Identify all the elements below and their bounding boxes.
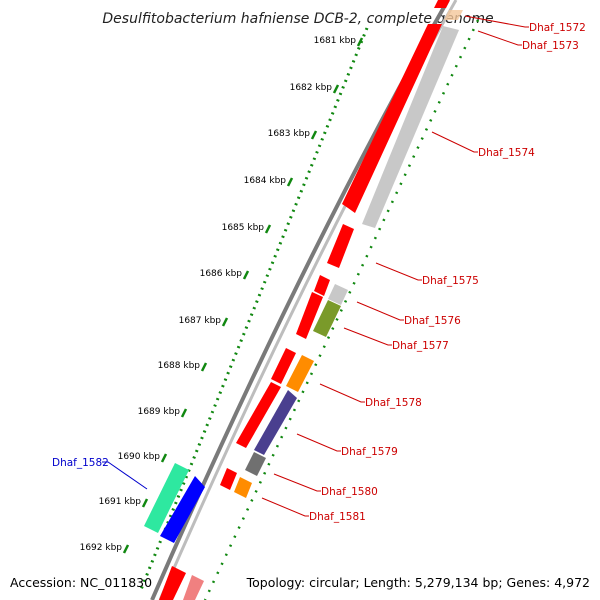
kbp-tick-label: 1681 kbp [314, 36, 357, 46]
kbp-tick-mark [221, 317, 229, 327]
gene-leader-line [356, 301, 404, 321]
gene-leader-line [102, 461, 148, 490]
gene-leader-line [296, 433, 341, 452]
accession-text: Accession: NC_011830 [10, 575, 152, 590]
kbp-tick-label: 1689 kbp [138, 407, 181, 417]
gene-arrow-1579a[interactable] [236, 382, 281, 448]
gene-arrow-1583a[interactable] [159, 566, 186, 600]
gene-arrow-1583[interactable] [183, 575, 204, 600]
gene-label-dhaf-1581[interactable]: Dhaf_1581 [309, 511, 366, 523]
kbp-tick-mark [141, 498, 149, 508]
gene-leader-line [261, 497, 309, 517]
gene-labels: Dhaf_1572 Dhaf_1573 Dhaf_1574 Dhaf_1575 Dhaf… [52, 15, 586, 523]
gene-label-dhaf-1573[interactable]: Dhaf_1573 [522, 40, 579, 52]
gene-leader-line [343, 327, 392, 346]
gene-arrow-1577[interactable] [313, 300, 341, 337]
kbp-tick-mark [310, 130, 318, 140]
gene-label-dhaf-1579[interactable]: Dhaf_1579 [341, 446, 398, 458]
kbp-tick-mark [356, 37, 364, 47]
gene-leader-line [464, 15, 529, 28]
gene-leader-line [319, 383, 365, 403]
kbp-ticks: 1681 kbp 1682 kbp 1683 kbp 1684 kbp 1685 kbp… [80, 36, 364, 554]
kbp-tick-label: 1687 kbp [179, 316, 222, 326]
kbp-tick-label: 1688 kbp [158, 361, 201, 371]
kbp-tick-label: 1691 kbp [99, 497, 142, 507]
kbp-tick-mark [160, 453, 168, 463]
gene-leader-line [273, 473, 321, 492]
gene-label-dhaf-1572[interactable]: Dhaf_1572 [529, 22, 586, 34]
gene-label-dhaf-1582[interactable]: Dhaf_1582 [52, 457, 109, 469]
gene-label-dhaf-1576[interactable]: Dhaf_1576 [404, 315, 461, 327]
gene-arrow-1582a[interactable] [144, 463, 189, 533]
gene-arrow-1576a[interactable] [314, 275, 330, 296]
gene-arrow-1581[interactable] [234, 477, 252, 498]
kbp-tick-mark [332, 84, 340, 94]
kbp-tick-mark [286, 177, 294, 187]
kbp-tick-label: 1692 kbp [80, 543, 123, 553]
inner-dotted-ring [203, 19, 480, 600]
kbp-tick-mark [122, 544, 130, 554]
gene-leader-line [375, 262, 422, 281]
kbp-tick-mark [242, 270, 250, 280]
gene-arrow-1579[interactable] [254, 390, 297, 455]
gene-arrow-1580[interactable] [245, 452, 266, 476]
gene-label-dhaf-1580[interactable]: Dhaf_1580 [321, 486, 378, 498]
gene-arrow-1574[interactable] [362, 26, 459, 228]
gene-arrow-1575[interactable] [327, 224, 354, 268]
kbp-tick-label: 1682 kbp [290, 83, 333, 93]
gene-arrow-1574a[interactable] [342, 24, 442, 213]
gene-arrow-1572[interactable] [434, 0, 450, 8]
kbp-tick-label: 1685 kbp [222, 223, 265, 233]
gene-leader-line [431, 131, 478, 153]
kbp-tick-mark [264, 224, 272, 234]
gene-label-dhaf-1578[interactable]: Dhaf_1578 [365, 397, 422, 409]
gene-label-dhaf-1575[interactable]: Dhaf_1575 [422, 275, 479, 287]
map-title: Desulfitobacterium hafniense DCB-2, comp… [102, 11, 493, 27]
gene-arrow-1576[interactable] [328, 284, 348, 305]
gene-arrow-1577a[interactable] [296, 292, 323, 339]
gene-leader-line [477, 30, 522, 46]
gene-features [144, 0, 463, 600]
gene-arrow-1573[interactable] [444, 10, 463, 20]
kbp-tick-label: 1690 kbp [118, 452, 161, 462]
gene-arrow-1578[interactable] [286, 355, 314, 392]
gene-label-dhaf-1577[interactable]: Dhaf_1577 [392, 340, 449, 352]
gene-arrow-1582[interactable] [160, 476, 205, 543]
gene-arrow-1578a[interactable] [271, 348, 296, 384]
kbp-tick-label: 1683 kbp [268, 129, 311, 139]
kbp-tick-mark [180, 408, 188, 418]
kbp-tick-label: 1684 kbp [244, 176, 287, 186]
topology-text: Topology: circular; Length: 5,279,134 bp… [246, 575, 590, 590]
gene-label-dhaf-1574[interactable]: Dhaf_1574 [478, 147, 535, 159]
kbp-tick-label: 1686 kbp [200, 269, 243, 279]
kbp-tick-mark [200, 362, 208, 372]
gene-arrow-1581a[interactable] [220, 468, 237, 490]
